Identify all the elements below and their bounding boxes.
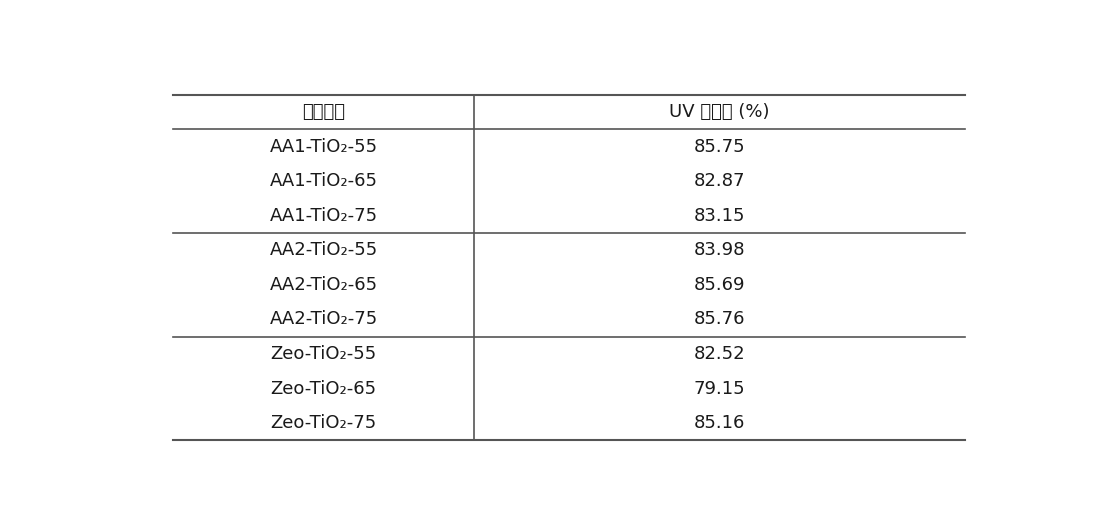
Text: AA2-TiO₂-65: AA2-TiO₂-65 [270,276,377,294]
Text: 85.76: 85.76 [694,311,745,328]
Text: AA1-TiO₂-65: AA1-TiO₂-65 [270,172,377,190]
Text: 82.52: 82.52 [694,345,745,363]
Text: Zeo-TiO₂-75: Zeo-TiO₂-75 [271,414,376,432]
Text: AA2-TiO₂-75: AA2-TiO₂-75 [270,311,377,328]
Text: AA1-TiO₂-75: AA1-TiO₂-75 [270,207,377,225]
Text: 83.15: 83.15 [694,207,745,225]
Text: 82.87: 82.87 [694,172,745,190]
Text: 85.75: 85.75 [694,138,745,156]
Text: 79.15: 79.15 [694,379,745,398]
Text: 85.69: 85.69 [694,276,745,294]
Text: AA2-TiO₂-55: AA2-TiO₂-55 [270,241,377,259]
Text: UV 차단율 (%): UV 차단율 (%) [669,103,769,121]
Text: 시트종류: 시트종류 [302,103,345,121]
Text: Zeo-TiO₂-55: Zeo-TiO₂-55 [271,345,376,363]
Text: Zeo-TiO₂-65: Zeo-TiO₂-65 [271,379,376,398]
Text: 85.16: 85.16 [694,414,745,432]
Text: 83.98: 83.98 [694,241,745,259]
Text: AA1-TiO₂-55: AA1-TiO₂-55 [270,138,377,156]
